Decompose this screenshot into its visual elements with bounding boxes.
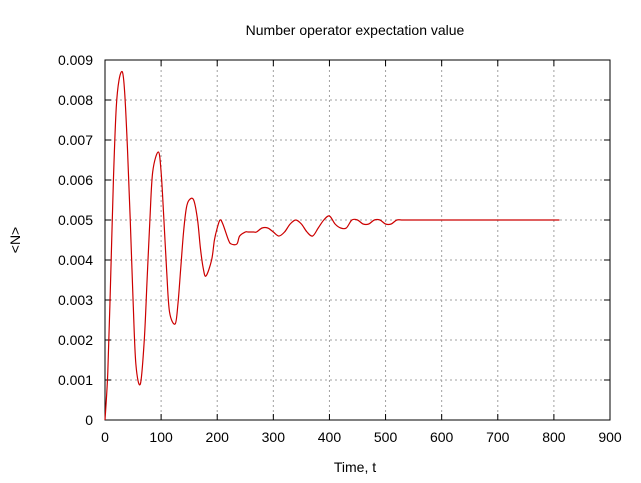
series-layer <box>104 70 560 421</box>
x-tick-label: 400 <box>318 429 342 445</box>
y-tick-label: 0 <box>85 412 93 428</box>
x-tick-label: 0 <box>101 429 109 445</box>
tick-layer: 0 100 200 300 400 500 600 700 800 900 0 0.001 0.002 0… <box>58 52 622 445</box>
x-tick-label: 200 <box>206 429 230 445</box>
y-tick-label: 0.007 <box>58 132 93 148</box>
x-axis-label: Time, t <box>334 459 376 475</box>
x-tick-label: 300 <box>262 429 286 445</box>
plot-frame <box>104 59 611 421</box>
x-tick-label: 500 <box>374 429 398 445</box>
y-axis-label: <N> <box>7 227 23 253</box>
y-tick-label: 0.008 <box>58 92 93 108</box>
x-tick-label: 100 <box>149 429 173 445</box>
series-line-0 <box>104 70 560 421</box>
y-tick-label: 0.006 <box>58 172 93 188</box>
x-tick-label: 700 <box>486 429 510 445</box>
x-tick-label: 600 <box>430 429 454 445</box>
grid-layer <box>105 60 610 420</box>
y-tick-label: 0.005 <box>58 212 93 228</box>
y-tick-label: 0.002 <box>58 332 93 348</box>
y-tick-label: 0.009 <box>58 52 93 68</box>
x-tick-label: 800 <box>542 429 566 445</box>
y-tick-label: 0.001 <box>58 372 93 388</box>
chart-title: Number operator expectation value <box>246 22 465 38</box>
x-tick-label: 900 <box>598 429 622 445</box>
y-tick-label: 0.003 <box>58 292 93 308</box>
y-tick-label: 0.004 <box>58 252 93 268</box>
